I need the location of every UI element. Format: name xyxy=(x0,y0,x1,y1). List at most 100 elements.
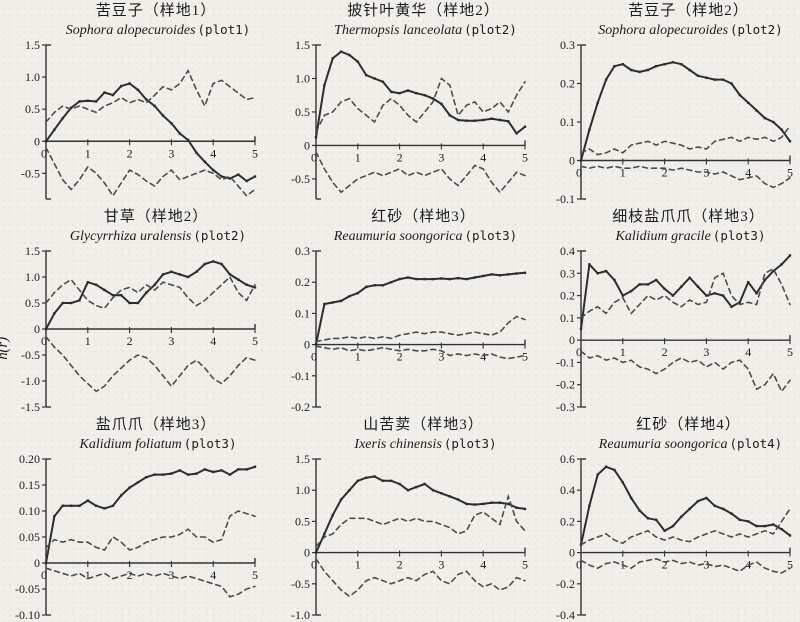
chart-canvas: 0.40.30.20.10-0.1-0.2-0.30 1 2 3 4 5 xyxy=(556,246,793,412)
svg-text:1.5: 1.5 xyxy=(295,454,310,466)
plot-label: (plot2) xyxy=(464,22,517,37)
svg-text:0.5: 0.5 xyxy=(25,296,40,310)
chart-subtitle: Reaumuria soongorica (plot4) xyxy=(535,436,800,454)
svg-text:0.20: 0.20 xyxy=(19,454,40,466)
svg-text:0: 0 xyxy=(569,333,575,347)
svg-text:3: 3 xyxy=(168,146,174,160)
svg-text:1.0: 1.0 xyxy=(295,483,310,497)
svg-text:2: 2 xyxy=(397,558,403,572)
svg-text:4: 4 xyxy=(480,350,486,364)
svg-text:-0.5: -0.5 xyxy=(21,348,40,362)
svg-text:-0.5: -0.5 xyxy=(291,172,310,186)
chart-panel-1: 苦豆子（样地1） Sophora alopecuroides (plot1) 1.… xyxy=(0,0,270,206)
chart-title: 细枝盐爪爪（样地3） xyxy=(612,209,765,225)
svg-text:-0.5: -0.5 xyxy=(21,166,40,180)
svg-text:5: 5 xyxy=(787,345,793,359)
svg-text:2: 2 xyxy=(397,350,403,364)
svg-text:3: 3 xyxy=(438,350,444,364)
svg-text:5: 5 xyxy=(252,146,258,160)
plot-label: (plot3) xyxy=(183,436,237,451)
chart-canvas: 1.51.00.50-0.50 1 2 3 4 5 xyxy=(291,40,528,200)
chart-canvas: 0.30.20.10-0.1-0.20 1 2 3 4 5 xyxy=(291,246,528,412)
chart-title: 甘草（样地2） xyxy=(103,209,209,225)
chart-panel-5: 红砂（样地3） Reaumuria soongorica (plot3) 0.3 0… xyxy=(270,206,535,414)
chart-subtitle: Thermopsis lanceolata (plot2) xyxy=(270,22,535,40)
chart-title: 苦豆子（样地1） xyxy=(95,3,217,19)
chart-title: 盐爪爪（样地3） xyxy=(95,417,217,433)
chart-panel-2: 披针叶黄华（样地2） Thermopsis lanceolata (plot2) … xyxy=(270,0,535,206)
svg-text:0.10: 0.10 xyxy=(19,504,40,518)
svg-text:0.3: 0.3 xyxy=(295,246,310,258)
svg-text:5: 5 xyxy=(787,166,793,180)
chart-canvas: 1.51.00.50-0.5-1.0-1.50 1 2 3 4 5 xyxy=(21,246,258,412)
chart-panel-4: 甘草（样地2） Glycyrrhiza uralensis (plot2) 1.5… xyxy=(0,206,270,414)
species-name: Kalidium gracile xyxy=(615,229,711,244)
svg-text:0.1: 0.1 xyxy=(560,115,575,129)
chart-canvas: 0.200.150.100.050-0.05-0.100 1 2 3 4 5 xyxy=(15,454,258,620)
svg-text:-1.5: -1.5 xyxy=(21,400,40,412)
svg-text:1: 1 xyxy=(355,558,361,572)
svg-text:-0.4: -0.4 xyxy=(556,608,575,620)
svg-text:1.0: 1.0 xyxy=(295,71,310,85)
chart-panel-8: 山苦荬（样地3） Ixeris chinensis (plot3) 1.5 1.0 0… xyxy=(270,414,535,622)
svg-text:4: 4 xyxy=(745,166,751,180)
svg-text:1: 1 xyxy=(355,150,361,164)
svg-text:0.2: 0.2 xyxy=(560,289,575,303)
svg-text:-0.10: -0.10 xyxy=(15,608,40,620)
chart-subtitle: Kalidium foliatum (plot3) xyxy=(0,436,270,454)
svg-text:0: 0 xyxy=(41,146,47,160)
species-name: Reaumuria soongorica xyxy=(333,229,463,244)
plot-label: (plot4) xyxy=(729,436,783,451)
svg-text:5: 5 xyxy=(522,150,528,164)
svg-text:1: 1 xyxy=(620,345,626,359)
svg-text:0.3: 0.3 xyxy=(560,40,575,52)
svg-text:4: 4 xyxy=(745,345,751,359)
chart-subtitle: Ixeris chinensis (plot3) xyxy=(270,436,535,454)
svg-text:-0.2: -0.2 xyxy=(556,378,575,392)
svg-text:0: 0 xyxy=(311,150,317,164)
species-name: Thermopsis lanceolata xyxy=(334,23,463,38)
svg-text:0: 0 xyxy=(569,154,575,168)
svg-text:4: 4 xyxy=(480,150,486,164)
species-name: Sophora alopecuroides xyxy=(65,23,196,38)
svg-text:5: 5 xyxy=(787,558,793,572)
svg-text:2: 2 xyxy=(127,146,133,160)
chart-panel-9: 红砂（样地4） Reaumuria soongorica (plot4) 0.6 0… xyxy=(535,414,800,622)
svg-text:5: 5 xyxy=(252,568,258,582)
svg-text:3: 3 xyxy=(703,558,709,572)
svg-text:-1.0: -1.0 xyxy=(291,608,310,620)
svg-text:0: 0 xyxy=(34,556,40,570)
svg-text:3: 3 xyxy=(438,558,444,572)
svg-text:3: 3 xyxy=(438,150,444,164)
svg-text:2: 2 xyxy=(127,568,133,582)
svg-text:2: 2 xyxy=(397,150,403,164)
svg-text:3: 3 xyxy=(168,568,174,582)
svg-text:0: 0 xyxy=(34,322,40,336)
svg-text:2: 2 xyxy=(662,166,668,180)
svg-text:4: 4 xyxy=(480,558,486,572)
chart-subtitle: Glycyrrhiza uralensis (plot2) xyxy=(0,228,270,246)
svg-text:0.4: 0.4 xyxy=(560,483,575,497)
svg-text:0: 0 xyxy=(41,568,47,582)
chart-title: 红砂（样地3） xyxy=(371,209,476,225)
svg-text:1.5: 1.5 xyxy=(295,40,310,52)
species-name: Reaumuria soongorica xyxy=(598,437,728,452)
svg-text:0: 0 xyxy=(576,345,582,359)
svg-text:4: 4 xyxy=(210,568,216,582)
svg-text:0: 0 xyxy=(41,334,47,348)
plot-label: (plot2) xyxy=(193,228,247,243)
svg-text:0.5: 0.5 xyxy=(25,102,40,116)
svg-text:2: 2 xyxy=(662,345,668,359)
svg-text:4: 4 xyxy=(210,146,216,160)
svg-text:0.5: 0.5 xyxy=(295,514,310,528)
chart-panel-3: 苦豆子（样地2） Sophora alopecuroides (plot2) 0.… xyxy=(535,0,800,206)
svg-text:3: 3 xyxy=(168,334,174,348)
chart-subtitle: Sophora alopecuroides (plot2) xyxy=(535,22,800,40)
y-axis-label: ĥ(r) xyxy=(0,336,12,361)
chart-canvas: 1.51.00.50-0.5-1.00 1 2 3 4 5 xyxy=(291,454,528,620)
svg-text:1: 1 xyxy=(620,166,626,180)
svg-text:0.6: 0.6 xyxy=(560,454,575,466)
svg-text:1.0: 1.0 xyxy=(25,270,40,284)
svg-text:4: 4 xyxy=(210,334,216,348)
